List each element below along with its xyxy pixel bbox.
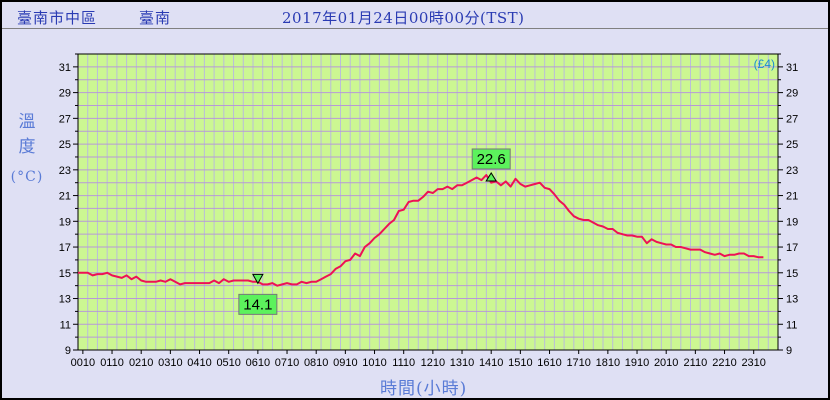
- x-tick-label: 0610: [246, 357, 270, 369]
- datetime-title: 2017年01月24日00時00分(TST): [282, 9, 525, 27]
- x-tick-label: 1110: [392, 357, 415, 369]
- y-tick-label-left: 23: [59, 165, 71, 177]
- x-tick-label: 1610: [537, 357, 561, 369]
- x-tick-label: 0110: [100, 357, 124, 369]
- x-tick-label: 0010: [71, 357, 95, 369]
- min-label: 14.1: [243, 296, 272, 313]
- y-tick-label-left: 17: [59, 242, 71, 254]
- location-title: 臺南市中區: [17, 9, 98, 27]
- y-tick-label-right: 31: [786, 62, 798, 74]
- y-tick-label-left: 27: [59, 113, 71, 125]
- y-tick-label-right: 27: [786, 113, 798, 125]
- x-tick-label: 0210: [129, 357, 153, 369]
- x-tick-label: 2010: [654, 357, 678, 369]
- min-marker: [252, 273, 264, 285]
- x-tick-label: 2110: [684, 357, 708, 369]
- y-tick-label-left: 13: [59, 294, 71, 306]
- y-tick-label-left: 9: [65, 345, 71, 357]
- y-tick-label-left: 11: [60, 319, 71, 331]
- y-tick-label-right: 9: [786, 345, 792, 357]
- y-tick-label-right: 29: [786, 88, 798, 100]
- y-tick-label-left: 29: [59, 88, 71, 100]
- y-tick-label-right: 21: [786, 191, 798, 203]
- station-name: 臺南: [139, 9, 172, 27]
- y-tick-label-left: 21: [59, 191, 71, 203]
- x-tick-label: 1810: [596, 357, 620, 369]
- x-axis-title: 時間(小時): [380, 379, 468, 399]
- max-label: 22.6: [477, 151, 506, 168]
- header-divider: [2, 28, 828, 29]
- x-tick-label: 0710: [275, 357, 299, 369]
- x-tick-label: 1010: [362, 357, 386, 369]
- y-tick-label-right: 23: [786, 165, 798, 177]
- max-marker: [485, 172, 498, 182]
- y-tick-label-right: 13: [786, 294, 798, 306]
- x-tick-label: 1210: [421, 357, 445, 369]
- plot-border: [77, 53, 779, 351]
- y-tick-label-right: 19: [786, 216, 798, 228]
- y-tick-label-right: 15: [786, 268, 798, 280]
- x-tick-label: 0510: [216, 357, 240, 369]
- y-tick-label-right: 11: [786, 319, 797, 331]
- min-label-box: [238, 293, 278, 315]
- x-tick-label: 2310: [741, 357, 765, 369]
- x-tick-label: 0810: [304, 357, 328, 369]
- corner-icon: (£4): [754, 57, 775, 71]
- y-axis-title: 溫度 (°C): [10, 110, 44, 189]
- y-tick-label-left: 19: [59, 216, 71, 228]
- x-tick-label: 0910: [333, 357, 357, 369]
- y-tick-label-left: 31: [59, 62, 71, 74]
- x-tick-label: 0410: [187, 357, 211, 369]
- x-tick-label: 0310: [158, 357, 182, 369]
- x-tick-label: 1310: [450, 357, 474, 369]
- x-tick-label: 1410: [479, 357, 503, 369]
- temperature-series-line: [78, 174, 764, 287]
- x-tick-label: 1510: [508, 357, 532, 369]
- y-axis-label-char-1: 溫度: [18, 112, 36, 157]
- x-tick-label: 1910: [625, 357, 649, 369]
- x-tick-label: 2210: [712, 357, 736, 369]
- header-bar: 臺南市中區 臺南 2017年01月24日00時00分(TST): [2, 2, 828, 28]
- y-tick-label-left: 15: [59, 268, 71, 280]
- y-axis-unit: (°C): [10, 169, 44, 185]
- y-tick-label-left: 25: [59, 139, 71, 151]
- x-tick-label: 1710: [566, 357, 590, 369]
- y-tick-label-right: 17: [786, 242, 798, 254]
- max-label-box: [471, 148, 511, 170]
- y-tick-label-right: 25: [786, 139, 798, 151]
